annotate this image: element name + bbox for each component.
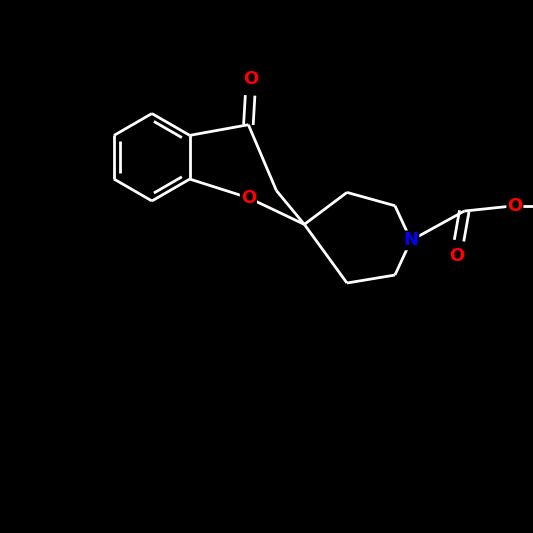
Text: O: O bbox=[244, 70, 259, 88]
Text: O: O bbox=[449, 247, 464, 265]
Text: N: N bbox=[403, 231, 418, 249]
Text: O: O bbox=[507, 197, 522, 215]
Text: O: O bbox=[241, 189, 256, 207]
